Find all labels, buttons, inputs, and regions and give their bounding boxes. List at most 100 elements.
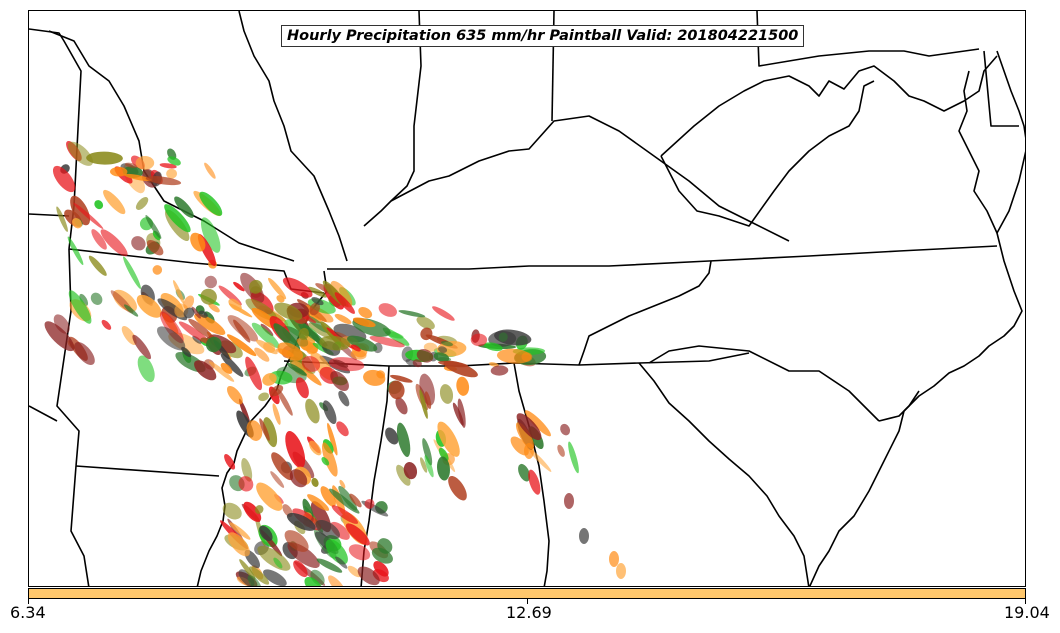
precip-blob — [271, 452, 294, 481]
boundary-tx-ar — [29, 405, 58, 422]
precip-blob — [88, 255, 107, 276]
precip-blob — [233, 281, 245, 292]
boundary-la-tx — [70, 465, 90, 586]
precip-blob — [396, 422, 411, 457]
precip-blob — [277, 342, 304, 361]
precip-blob — [385, 427, 399, 445]
precip-blob — [284, 530, 309, 552]
precip-blob — [560, 423, 571, 436]
precip-blob — [208, 303, 220, 313]
precip-blob — [188, 318, 214, 339]
precip-blob — [259, 418, 270, 441]
precip-blob — [422, 438, 433, 466]
precip-blob — [263, 417, 278, 448]
precip-blob — [200, 217, 221, 253]
precip-blob — [295, 377, 309, 399]
precip-blob — [327, 422, 338, 456]
precip-blob — [305, 398, 320, 424]
precip-blob — [204, 275, 217, 289]
precip-blob — [420, 327, 433, 341]
precip-blob — [336, 421, 349, 437]
precip-blob — [325, 539, 348, 565]
precip-blob — [389, 374, 413, 383]
precip-blob — [199, 191, 223, 216]
precip-blob — [183, 307, 195, 319]
precip-blob — [146, 240, 164, 256]
boundary-tn-nc — [578, 260, 712, 366]
boundary-sc-coast — [878, 390, 920, 422]
precip-blob — [322, 400, 337, 425]
precip-blob — [173, 280, 185, 304]
precip-blob — [334, 292, 355, 314]
precip-blob — [245, 356, 263, 391]
precip-blob — [388, 380, 405, 400]
precip-blob — [247, 575, 262, 586]
precip-blob — [249, 566, 270, 585]
precip-blob — [132, 334, 152, 360]
precip-blob — [121, 325, 137, 346]
precip-blob — [329, 488, 360, 514]
precip-blob — [222, 502, 242, 520]
precip-blob — [483, 342, 503, 352]
precip-blob — [228, 298, 242, 311]
precip-blob — [528, 469, 541, 495]
boundary-missouri-east — [48, 30, 295, 262]
precip-blob — [304, 576, 323, 586]
precip-blob — [53, 314, 70, 334]
precip-blob — [110, 166, 128, 177]
precip-blob — [260, 323, 274, 337]
precip-blob — [437, 421, 460, 457]
precip-blob — [251, 322, 280, 349]
precip-blob — [254, 347, 270, 362]
precip-blob — [403, 462, 418, 480]
delaware-line — [983, 50, 1019, 127]
precip-blob — [178, 321, 212, 345]
precip-blob — [167, 156, 181, 166]
precip-blob — [262, 373, 277, 386]
precip-blob — [100, 229, 128, 257]
precip-blob — [226, 385, 243, 405]
boundary-wv — [660, 55, 998, 157]
boundary-al-ga — [513, 362, 550, 586]
precip-blob — [200, 288, 217, 305]
precip-blob — [488, 362, 500, 367]
precip-blob — [227, 315, 258, 342]
precip-blob — [166, 168, 177, 179]
precip-blob — [339, 479, 346, 489]
precip-blob — [437, 456, 450, 481]
precip-blob — [369, 335, 405, 348]
map-canvas — [29, 11, 1025, 586]
precip-blob — [378, 303, 397, 317]
precip-blob — [524, 410, 551, 437]
precip-blob — [229, 522, 251, 540]
precip-blob — [159, 163, 177, 169]
boundary-va-north — [660, 80, 875, 227]
precip-blob — [347, 335, 378, 352]
precip-blob — [424, 454, 434, 478]
precip-blob — [396, 464, 411, 486]
precip-blob — [515, 422, 535, 449]
precip-blob — [358, 307, 373, 319]
precip-blob — [616, 563, 626, 579]
precip-blob — [174, 196, 194, 218]
precip-blob — [74, 342, 95, 365]
precip-blob — [145, 176, 182, 186]
precip-blob — [319, 335, 351, 351]
precip-blob — [311, 477, 319, 487]
boundary-nc-sc — [648, 345, 880, 422]
precip-blob — [245, 298, 277, 321]
precip-blob — [198, 310, 208, 318]
precipitation-swaths — [44, 140, 626, 586]
precip-blob — [238, 476, 254, 492]
precip-blob — [557, 444, 565, 457]
precip-blob — [227, 532, 250, 557]
precip-blob — [320, 486, 336, 507]
colorbar-tick-max — [1025, 599, 1026, 604]
precip-blob — [308, 286, 328, 298]
precip-blob — [568, 441, 579, 474]
precip-blob — [136, 294, 162, 318]
precip-blob — [301, 355, 321, 372]
precip-blob — [564, 493, 574, 509]
precip-blob — [137, 355, 155, 383]
colorbar-label-mid: 12.69 — [506, 603, 552, 622]
